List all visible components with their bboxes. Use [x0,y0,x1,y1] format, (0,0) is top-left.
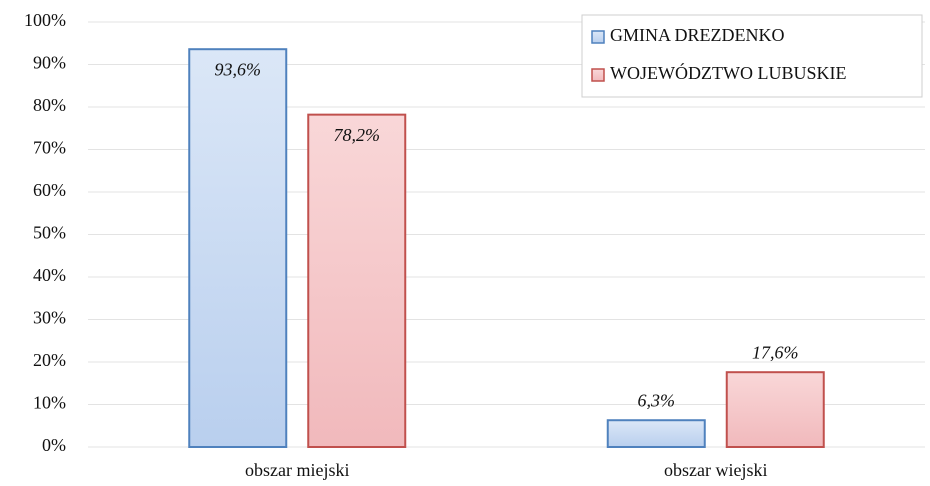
value-label: 93,6% [215,59,262,79]
bar [725,371,825,449]
y-tick-label: 20% [33,350,66,370]
y-tick-label: 10% [33,393,66,413]
value-label: 17,6% [752,342,799,362]
y-tick-label: 90% [33,53,66,73]
y-tick-label: 40% [33,265,66,285]
y-tick-label: 70% [33,138,66,158]
x-tick-label: obszar wiejski [664,460,767,480]
y-tick-label: 100% [24,10,66,30]
y-tick-label: 30% [33,308,66,328]
x-tick-label: obszar miejski [245,460,349,480]
value-label: 78,2% [334,125,381,145]
legend-label: GMINA DREZDENKO [610,25,785,45]
bar [307,113,407,449]
value-label: 6,3% [638,390,676,410]
y-tick-label: 80% [33,95,66,115]
legend-box [581,14,923,98]
y-tick-label: 60% [33,180,66,200]
legend-swatch [591,30,605,44]
y-tick-label: 50% [33,223,66,243]
y-tick-label: 0% [42,435,66,455]
bar [606,419,706,449]
legend-label: WOJEWÓDZTWO LUBUSKIE [610,62,846,83]
legend-swatch [591,68,605,82]
bar [188,48,288,448]
